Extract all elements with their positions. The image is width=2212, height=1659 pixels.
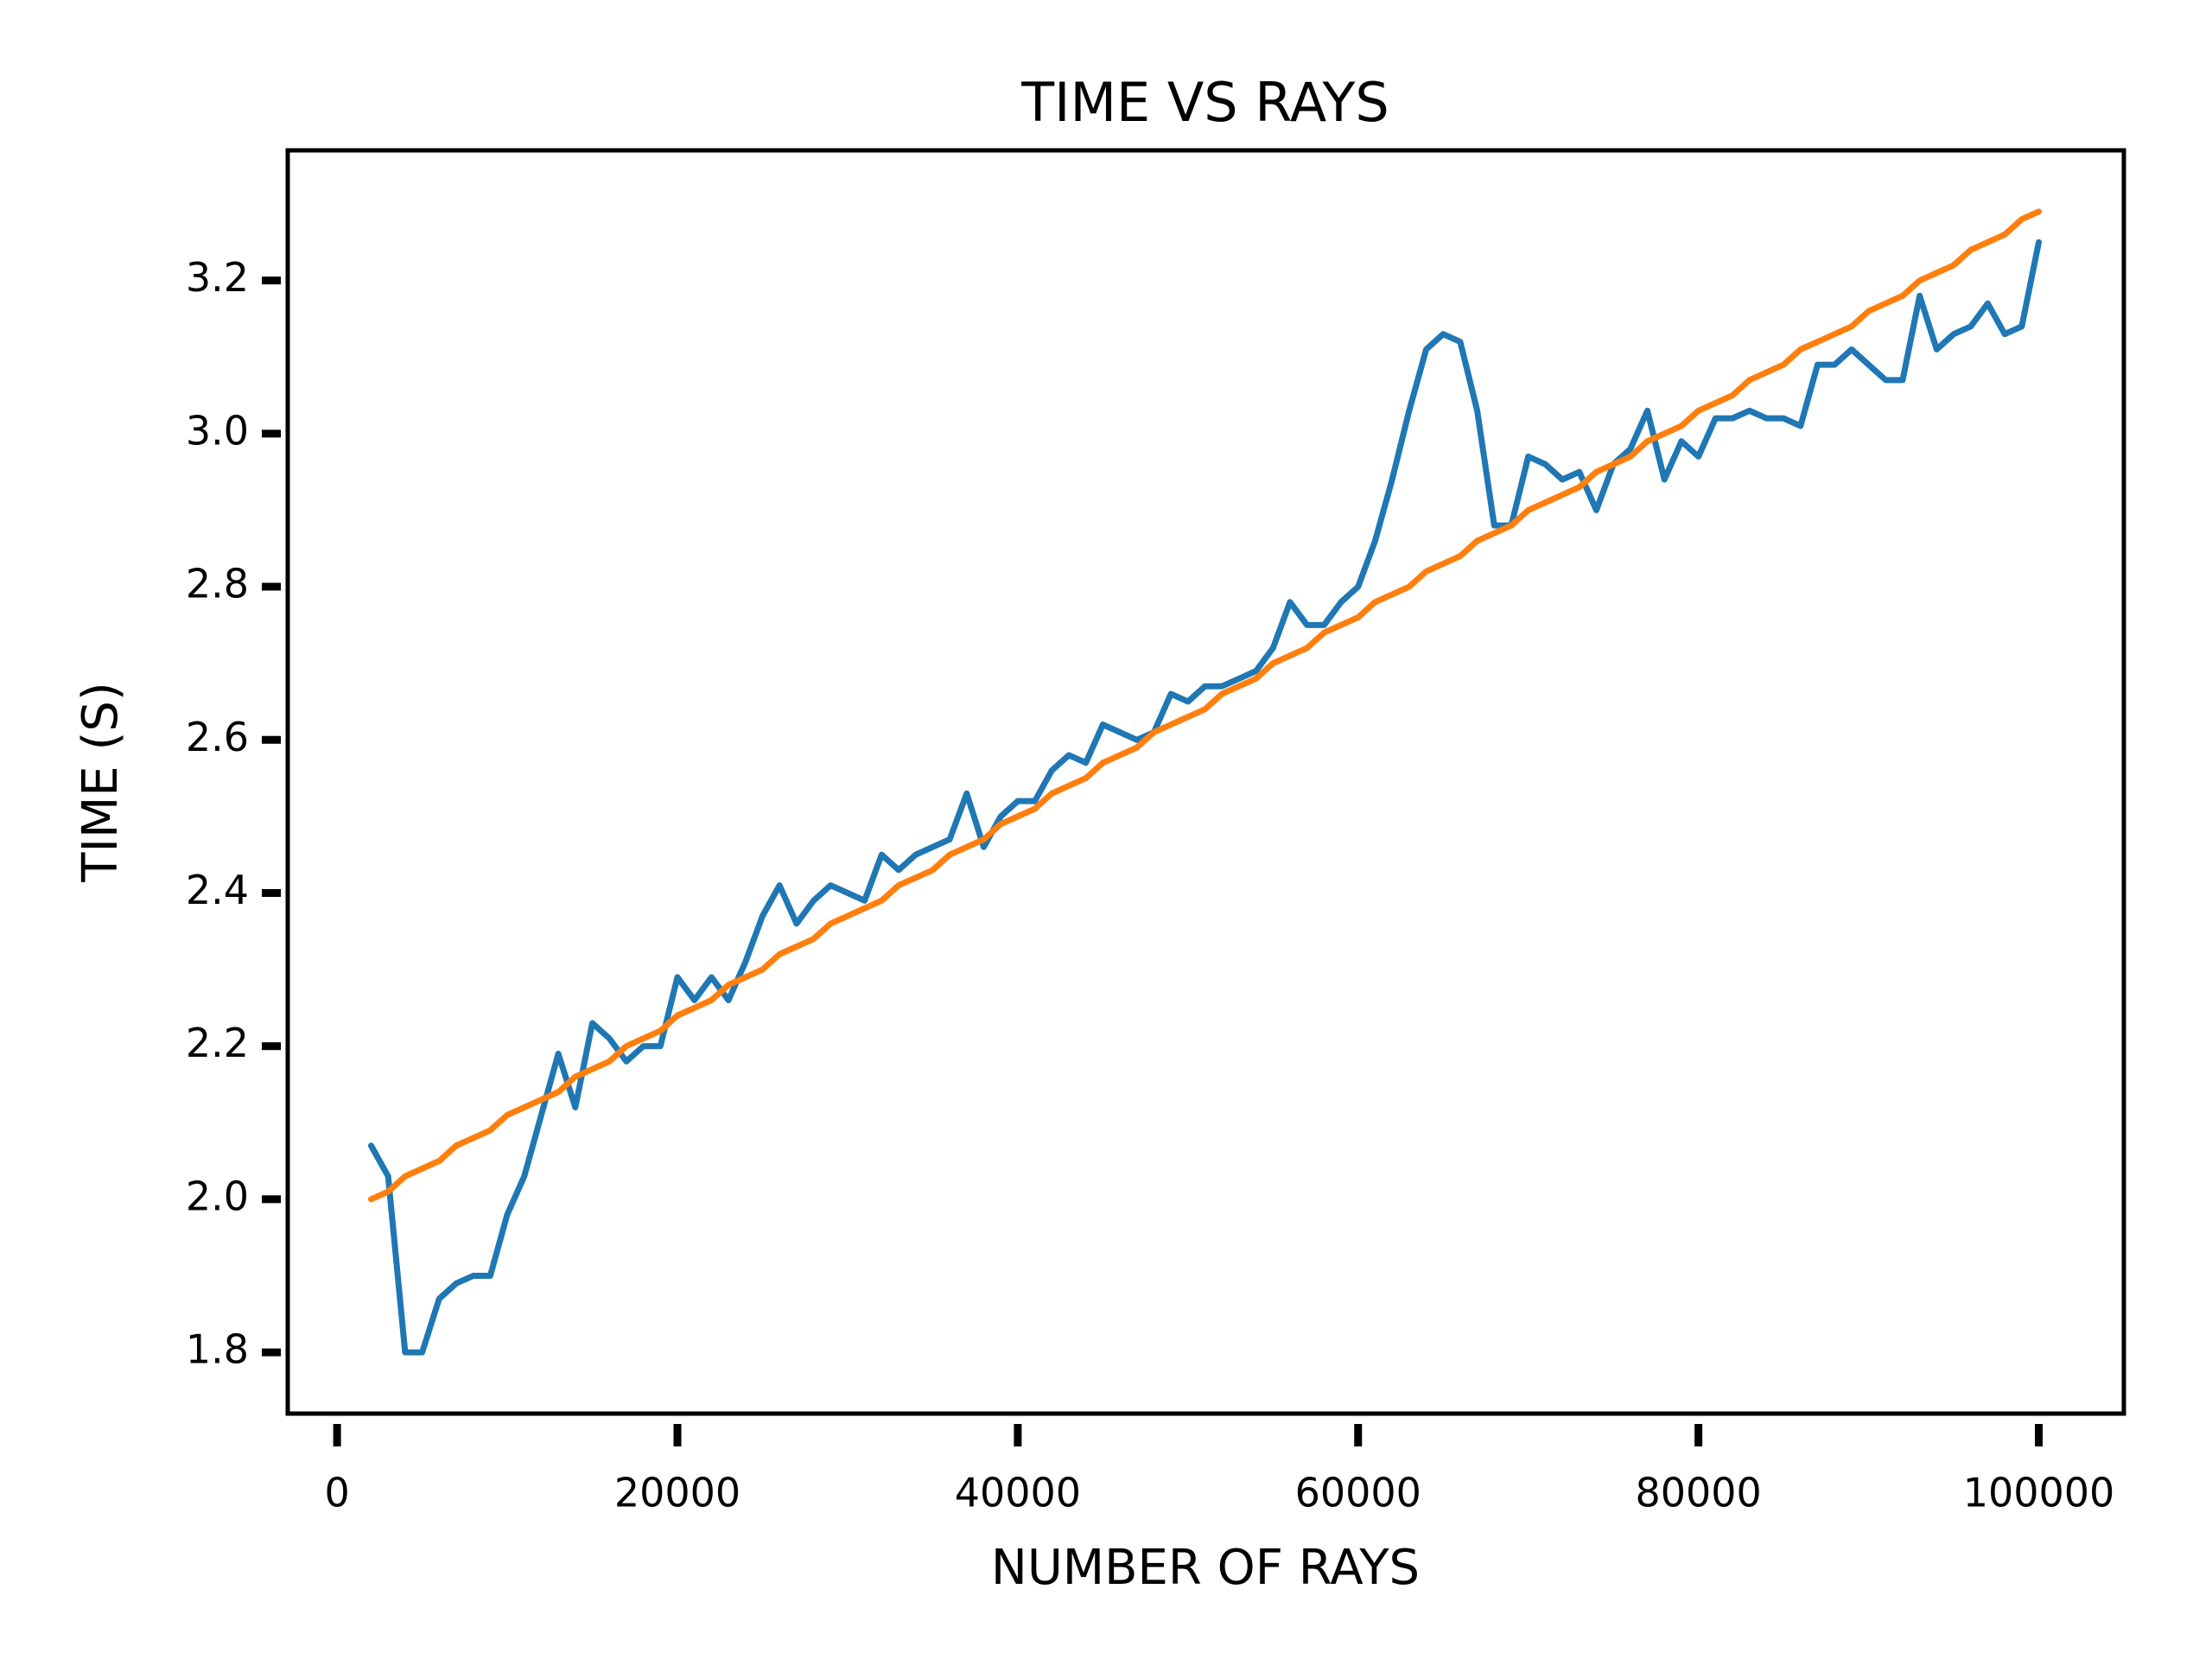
y-tick-label: 2.8 — [186, 561, 249, 607]
plot-frame — [285, 148, 2126, 1416]
chart-title: TIME VS RAYS — [1020, 71, 1389, 134]
x-tick-label: 100000 — [1963, 1470, 2115, 1516]
y-tick-label: 2.4 — [186, 867, 249, 913]
y-tick-label: 2.0 — [186, 1173, 249, 1219]
y-tick-label: 1.8 — [186, 1326, 249, 1373]
y-tick-label: 3.2 — [186, 254, 249, 301]
y-axis-label: TIME (S) — [73, 682, 129, 882]
y-tick-label: 2.2 — [186, 1020, 249, 1066]
x-axis-label: NUMBER OF RAYS — [991, 1540, 1420, 1596]
x-tick-label: 20000 — [614, 1470, 741, 1516]
series-line — [368, 238, 2043, 1356]
y-tick-label: 2.6 — [186, 714, 249, 760]
y-tick-label: 3.0 — [186, 407, 249, 454]
series-line — [368, 208, 2043, 1203]
x-tick-label: 0 — [324, 1470, 349, 1516]
x-tick-label: 60000 — [1295, 1470, 1421, 1516]
x-tick-label: 40000 — [955, 1470, 1081, 1516]
x-tick-label: 80000 — [1635, 1470, 1761, 1516]
